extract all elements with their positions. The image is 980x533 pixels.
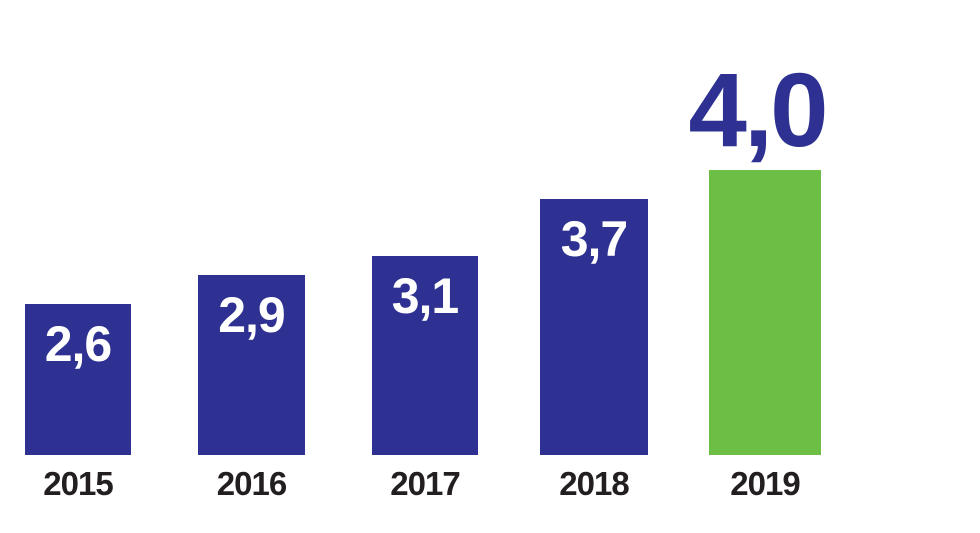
bar-value-label: 3,1 (391, 268, 460, 324)
bar-2019 (709, 170, 821, 455)
x-axis-label-2017: 2017 (390, 465, 460, 502)
highlight-value-label: 4,0 (688, 52, 829, 169)
bar-value-label: 2,6 (44, 316, 113, 372)
bar-value-label: 3,7 (560, 211, 629, 267)
bar-2016: 2,9 (198, 275, 305, 455)
bar-2017: 3,1 (372, 256, 478, 455)
x-axis-label-2019: 2019 (730, 465, 800, 502)
x-axis-label-2016: 2016 (216, 465, 287, 502)
bar-2018: 3,7 (540, 199, 648, 455)
bar-2015: 2,6 (25, 304, 131, 455)
bar-value-label: 2,9 (218, 287, 286, 343)
x-axis-label-2015: 2015 (43, 465, 113, 502)
x-axis-label-2018: 2018 (559, 465, 629, 502)
